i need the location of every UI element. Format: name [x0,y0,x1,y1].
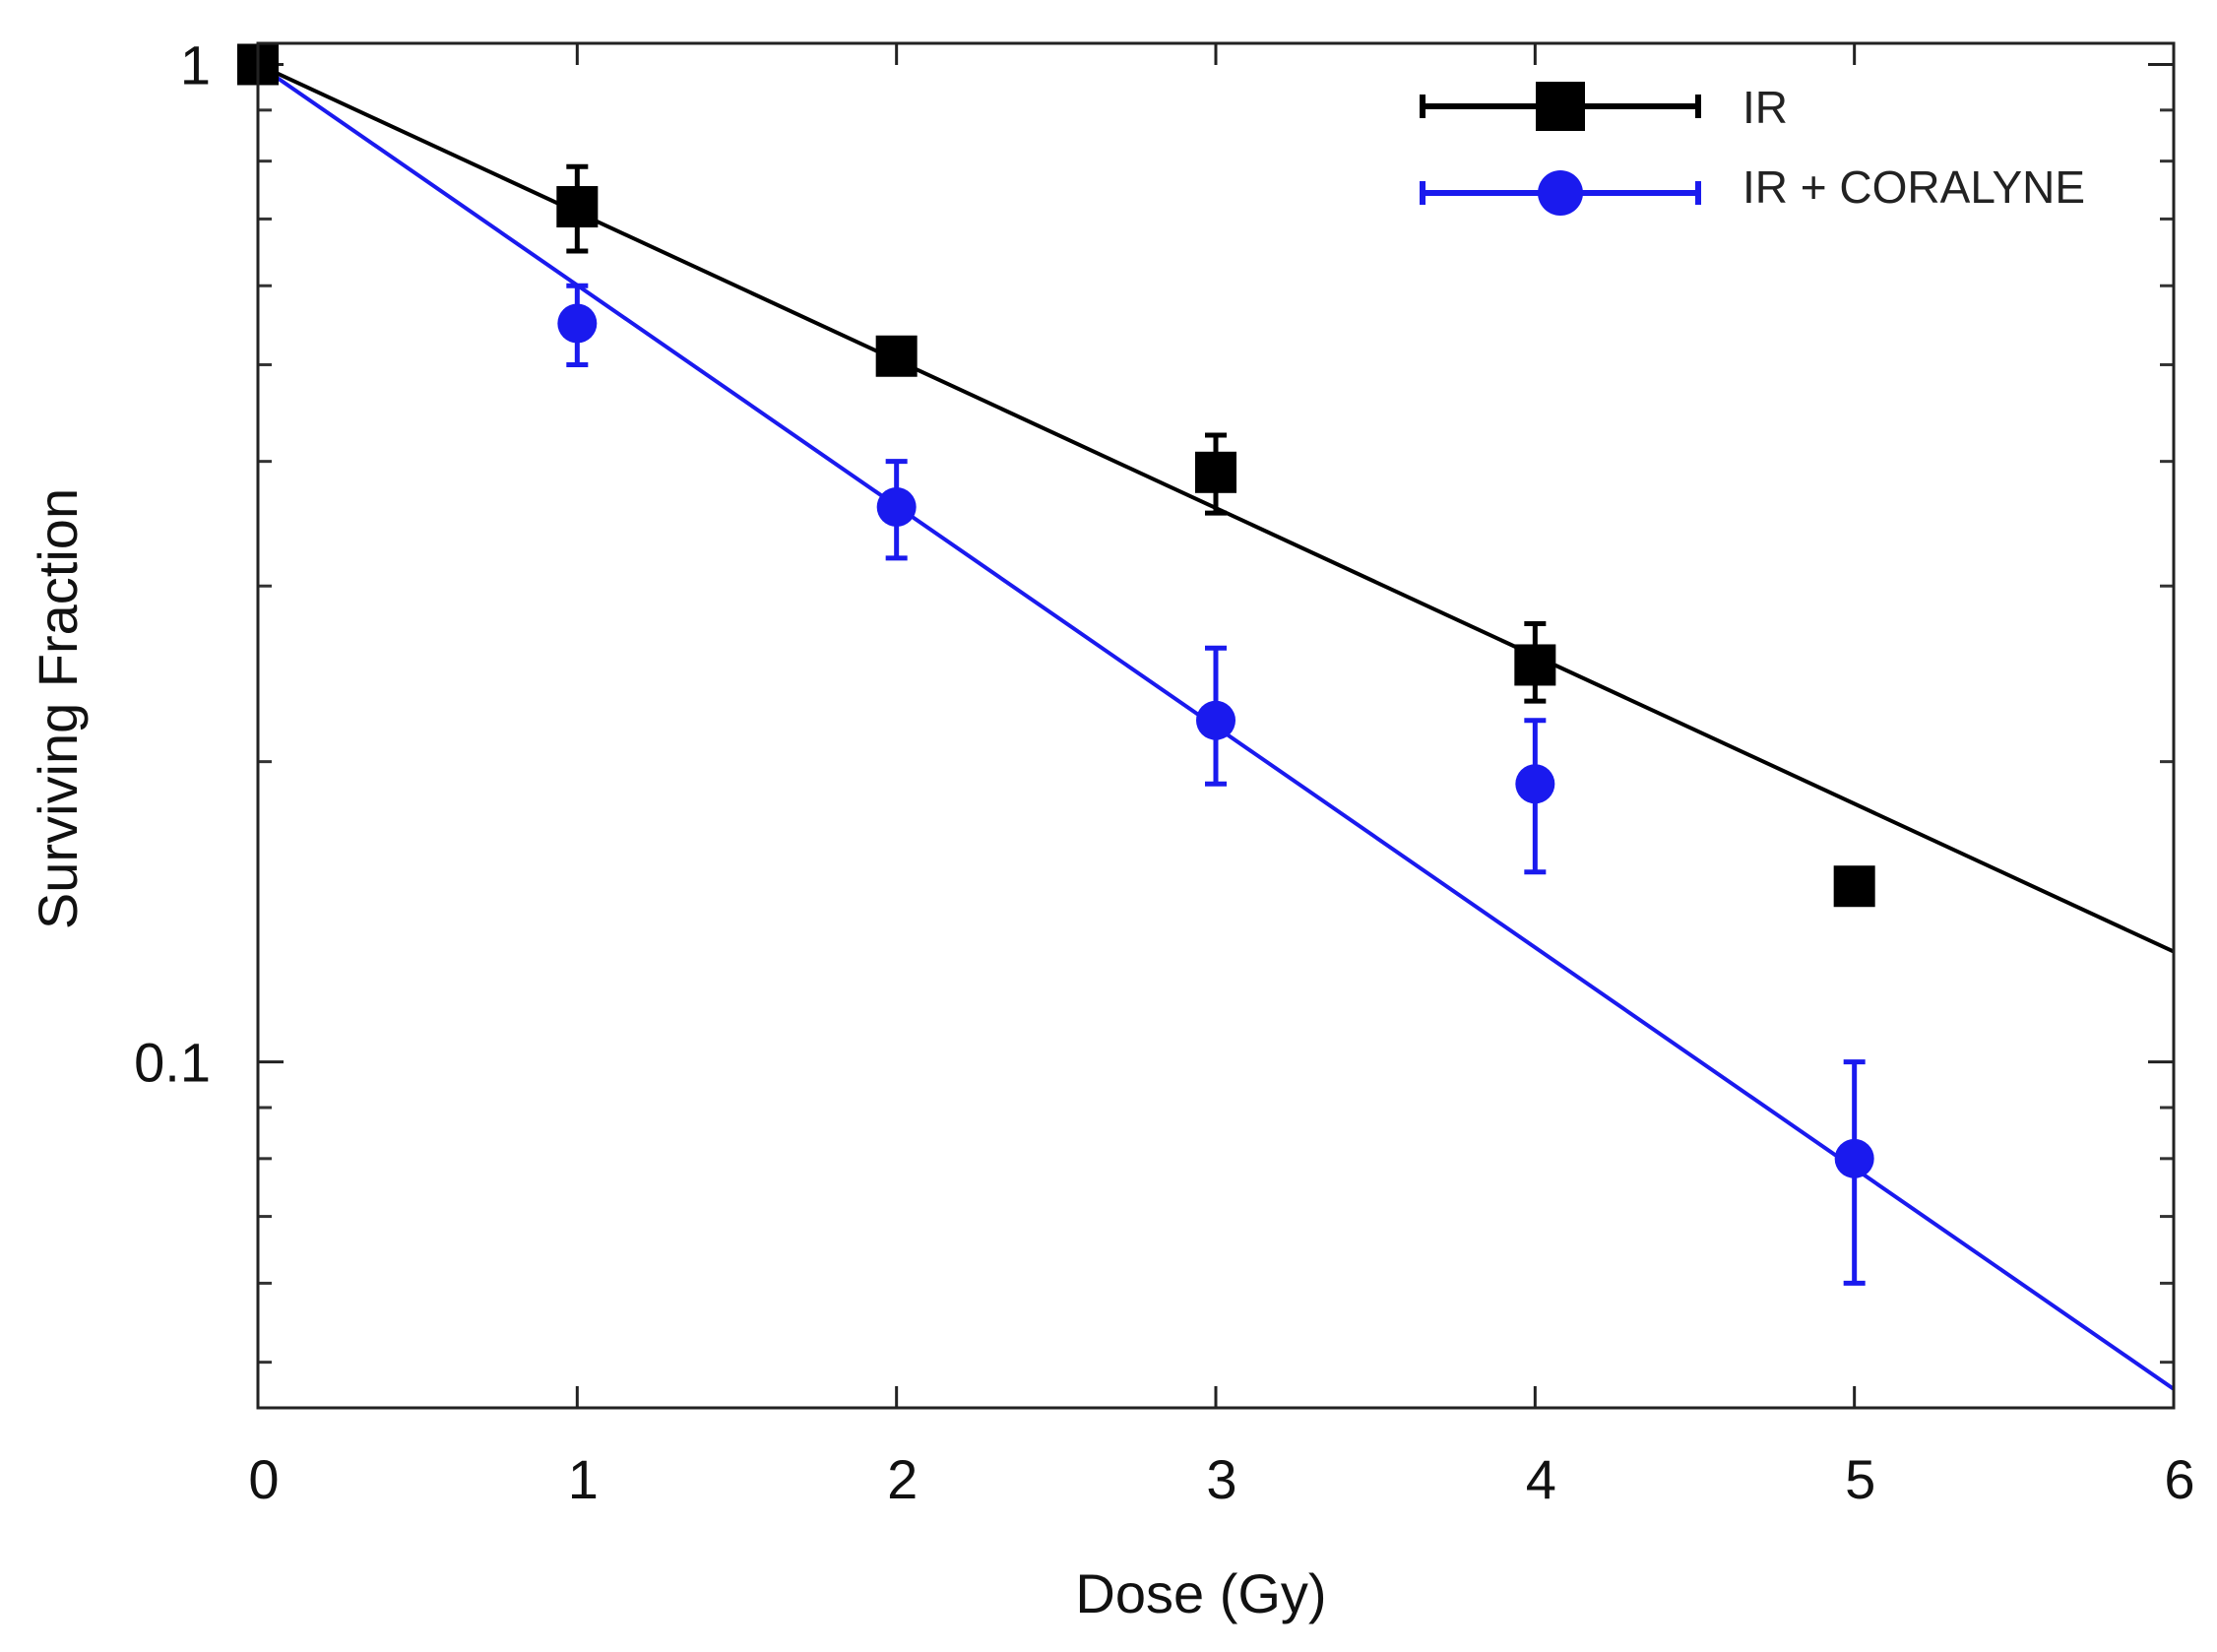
data-point-ir-coralyne [557,303,598,344]
x-axis-title: Dose (Gy) [1075,1562,1326,1624]
legend: IR IR + CORALYNE [1420,82,2085,216]
data-point-ir-coralyne [1196,700,1235,740]
legend-label-ir: IR [1742,82,1788,133]
legend-item-ir: IR [1420,82,1788,133]
x-tick-labels: 0 1 2 3 4 5 6 [248,1448,2194,1510]
plot-frame [256,41,2176,1410]
x-tick-label: 4 [1526,1448,1556,1510]
x-tick-label: 0 [248,1448,279,1510]
x-tick-label: 3 [1206,1448,1236,1510]
data-point-ir [556,186,599,228]
data-point-ir-coralyne [1515,764,1555,804]
data-point-ir-coralyne [876,487,917,528]
data-point-ir-coralyne [1834,1138,1874,1178]
data-point-ir [1195,451,1236,493]
x-tick-label: 5 [1845,1448,1875,1510]
y-tick-labels: 0.11 [134,33,211,1093]
x-tick-label: 6 [2164,1448,2194,1510]
y-minor-ticks [258,108,2174,1365]
y-tick-label: 1 [180,33,211,95]
data-point-ir [875,335,918,377]
data-markers [237,43,1875,1178]
data-point-ir [1833,865,1875,908]
legend-marker-ir [1536,82,1585,131]
legend-marker-ir-coralyne [1538,170,1583,216]
y-axis-title: Surviving Fraction [27,488,89,929]
legend-label-ir-coralyne: IR + CORALYNE [1742,161,2085,213]
legend-item-ir-coralyne: IR + CORALYNE [1420,161,2085,216]
x-tick-label: 2 [887,1448,918,1510]
data-point-ir [1514,644,1556,686]
x-tick-label: 1 [568,1448,599,1510]
y-tick-label: 0.1 [134,1032,211,1094]
